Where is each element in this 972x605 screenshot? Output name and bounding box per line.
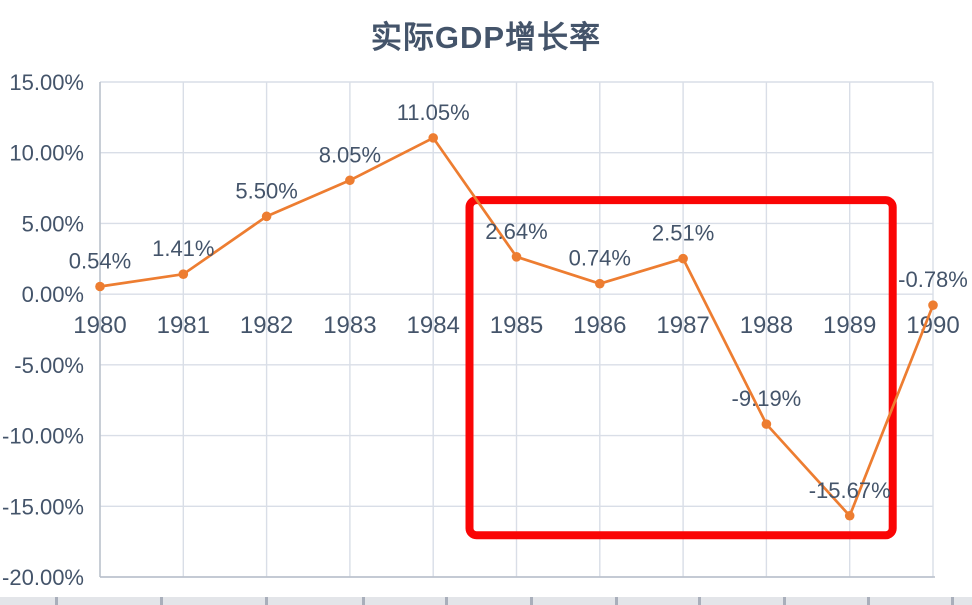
x-tick-label-1987: 1987 <box>656 312 709 339</box>
data-point-1981 <box>178 269 189 280</box>
y-tick-label-0.00%: 0.00% <box>22 282 84 307</box>
x-tick-label-1988: 1988 <box>740 312 793 339</box>
data-point-1985 <box>511 252 522 262</box>
data-point-1990 <box>928 300 938 310</box>
data-point-1980 <box>95 281 105 292</box>
x-tick-label-1980: 1980 <box>73 312 126 339</box>
data-point-1986 <box>595 278 605 289</box>
data-point-1988 <box>761 419 772 429</box>
y-tick-label-10.00%: 10.00% <box>9 141 84 166</box>
sheet-column-tick <box>55 597 58 605</box>
sheet-column-tick <box>160 597 163 605</box>
data-label-1989: -15.67% <box>809 478 891 503</box>
data-label-1986: 0.74% <box>569 246 631 271</box>
x-tick-label-1990: 1990 <box>906 312 959 339</box>
data-point-1983 <box>345 175 355 186</box>
data-label-1985: 2.64% <box>485 219 547 244</box>
x-tick-label-1984: 1984 <box>407 312 460 339</box>
data-label-1987: 2.51% <box>652 221 714 246</box>
sheet-column-tick <box>615 597 618 605</box>
x-tick-label-1986: 1986 <box>573 312 626 339</box>
data-label-1983: 8.05% <box>319 142 381 167</box>
data-label-1990: -0.78% <box>898 267 968 292</box>
chart-title: 实际GDP增长率 <box>370 20 602 55</box>
data-point-1987 <box>678 253 688 264</box>
y-tick-label--20.00%: -20.00% <box>2 565 84 590</box>
data-point-1989 <box>844 510 855 521</box>
x-tick-label-1985: 1985 <box>490 312 543 339</box>
data-label-1981: 1.41% <box>152 236 214 261</box>
data-label-1982: 5.50% <box>235 178 297 203</box>
sheet-column-tick <box>530 597 533 605</box>
sheet-column-tick <box>951 597 954 605</box>
x-tick-label-1982: 1982 <box>240 312 293 339</box>
data-point-1982 <box>261 211 272 222</box>
x-tick-label-1989: 1989 <box>823 312 876 339</box>
sheet-column-tick <box>362 597 365 605</box>
sheet-edge-band <box>0 597 972 605</box>
x-tick-label-1983: 1983 <box>323 312 376 339</box>
sheet-column-tick <box>783 597 786 605</box>
sheet-column-tick <box>698 597 701 605</box>
sheet-column-tick <box>445 597 448 605</box>
y-tick-label-15.00%: 15.00% <box>9 70 84 95</box>
y-tick-label-5.00%: 5.00% <box>22 211 84 236</box>
data-point-1984 <box>428 133 439 143</box>
x-tick-label-1981: 1981 <box>157 312 210 339</box>
data-label-1988: -9.19% <box>732 386 802 411</box>
y-tick-label--5.00%: -5.00% <box>14 353 84 378</box>
y-tick-label--15.00%: -15.00% <box>2 494 84 519</box>
data-label-1984: 11.05% <box>397 100 470 125</box>
y-tick-label--10.00%: -10.00% <box>2 424 84 449</box>
sheet-column-tick <box>265 597 268 605</box>
sheet-column-tick <box>867 597 870 605</box>
data-label-1980: 0.54% <box>69 249 131 274</box>
highlight-rectangle-annotation <box>465 196 897 540</box>
